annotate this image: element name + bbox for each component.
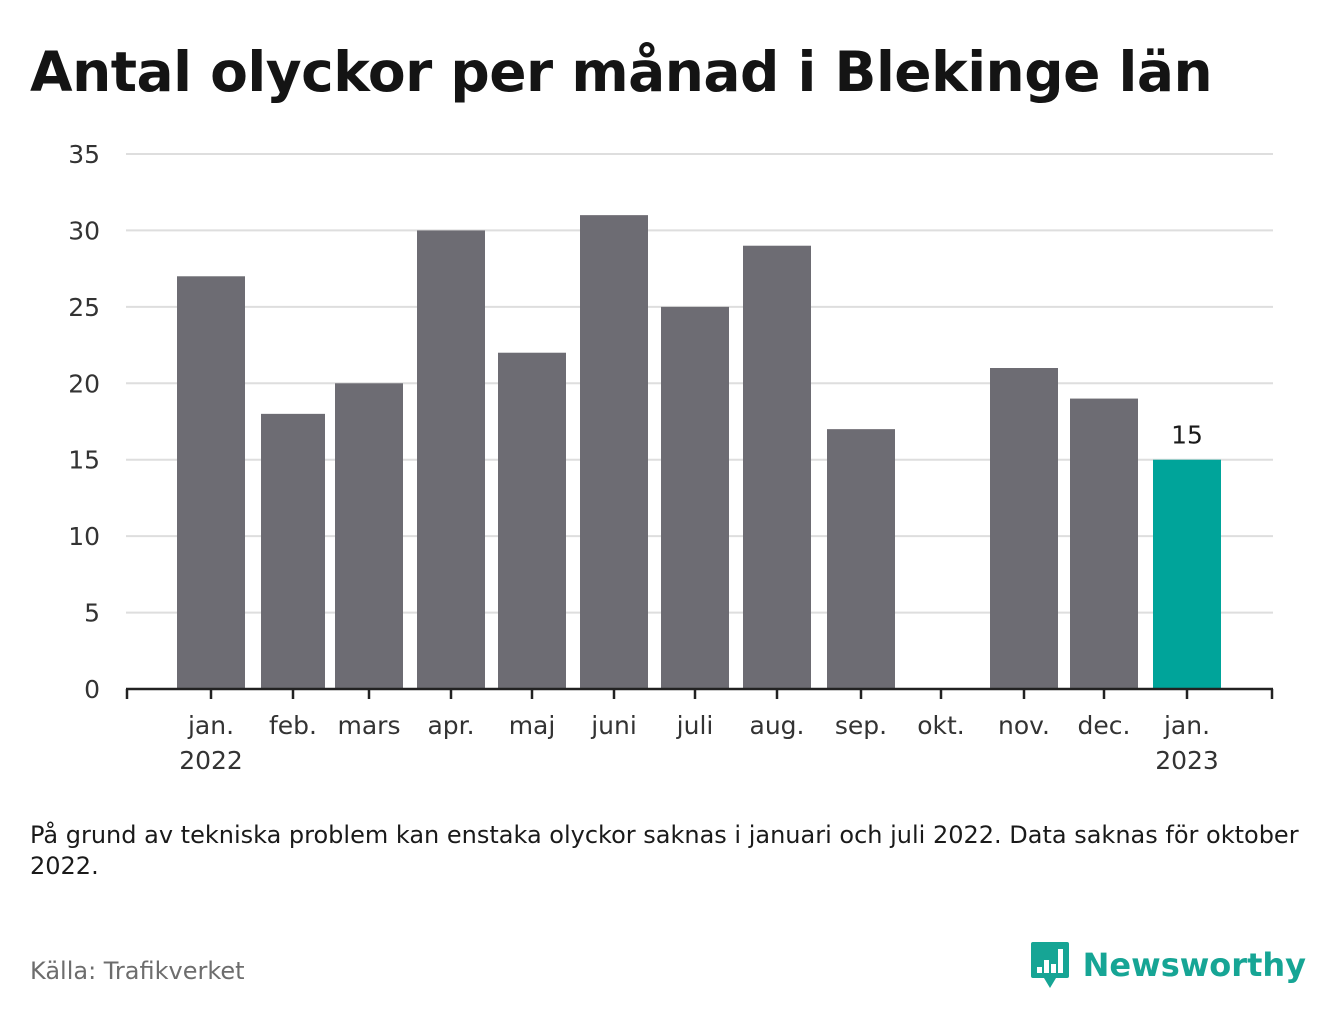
- x-tick-label-line: jan.: [1163, 711, 1210, 740]
- bar: [335, 383, 403, 689]
- y-tick-label: 20: [68, 369, 100, 398]
- x-tick-label: nov.: [998, 711, 1050, 740]
- y-tick-label: 35: [68, 140, 100, 169]
- y-tick-label: 0: [84, 675, 100, 704]
- logo-text: Newsworthy: [1082, 946, 1306, 984]
- x-tick-label-line: juli: [676, 711, 714, 740]
- data-label: 15: [1171, 421, 1203, 450]
- x-tick-label: juli: [676, 711, 714, 740]
- x-tick-label-line: maj: [509, 711, 556, 740]
- x-tick-label-line: sep.: [835, 711, 887, 740]
- newsworthy-logo: Newsworthy: [1029, 940, 1306, 990]
- y-tick-label: 5: [84, 599, 100, 628]
- source-label: Källa: Trafikverket: [30, 957, 245, 985]
- bar: [1070, 398, 1138, 689]
- bar: [498, 352, 566, 689]
- x-tick-label-line: juni: [590, 711, 637, 740]
- x-tick-label-line: jan.: [187, 711, 234, 740]
- x-tick-label-line: 2022: [179, 746, 243, 775]
- y-tick-label: 25: [68, 293, 100, 322]
- x-tick-label-line: nov.: [998, 711, 1050, 740]
- bar: [417, 230, 485, 689]
- x-tick-label: jan. 2023: [1155, 711, 1219, 775]
- x-tick-label-line: apr.: [427, 711, 474, 740]
- x-tick-label-line: 2023: [1155, 746, 1219, 775]
- x-tick-label: apr.: [427, 711, 474, 740]
- x-tick-label-line: dec.: [1078, 711, 1131, 740]
- x-tick-label: juni: [590, 711, 637, 740]
- y-tick-label: 15: [68, 446, 100, 475]
- x-tick-label: aug.: [750, 711, 805, 740]
- bar: [990, 368, 1058, 689]
- chart-title: Antal olyckor per månad i Blekinge län: [30, 40, 1213, 104]
- x-tick-label: maj: [509, 711, 556, 740]
- x-tick-label: jan. 2022: [179, 711, 243, 775]
- x-tick-label: dec.: [1078, 711, 1131, 740]
- bar: [827, 429, 895, 689]
- bar: [743, 245, 811, 689]
- x-tick-label: okt.: [917, 711, 965, 740]
- y-tick-label: 30: [68, 216, 100, 245]
- newsworthy-logo-icon: [1030, 942, 1069, 988]
- x-tick-label-line: mars: [338, 711, 401, 740]
- x-tick-label: mars: [338, 711, 401, 740]
- bar-chart: 0 5 10 15 20 25 30 35 15 jan. 2022 feb. mars apr. maj j…: [68, 140, 1274, 775]
- x-tick-label-line: aug.: [750, 711, 805, 740]
- x-tick-label: feb.: [269, 711, 317, 740]
- bar: [661, 306, 729, 689]
- bar: [580, 215, 648, 689]
- x-tick-label-line: feb.: [269, 711, 317, 740]
- chart-footnote: På grund av tekniska problem kan enstaka…: [30, 821, 1299, 880]
- bar: [177, 276, 245, 689]
- x-tick-label-line: okt.: [917, 711, 965, 740]
- bar: [261, 413, 325, 689]
- y-tick-label: 10: [68, 522, 100, 551]
- bar: [1153, 459, 1221, 689]
- x-tick-label: sep.: [835, 711, 887, 740]
